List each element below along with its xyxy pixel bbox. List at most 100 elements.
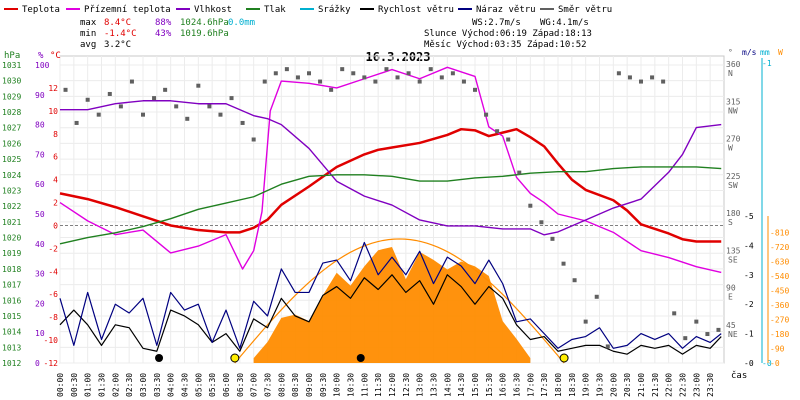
- legend-label: Tlak: [264, 5, 286, 15]
- x-tick-label: 01:00: [84, 373, 93, 397]
- series-line-temperature: [59, 66, 722, 274]
- wind-direction-compass-label: SE: [728, 255, 738, 264]
- temperature-axis-title: °C: [50, 51, 61, 61]
- wind-direction-point: [174, 104, 179, 109]
- x-tick-label: 15:00: [471, 373, 480, 397]
- solar-tick-label: -270: [770, 316, 789, 325]
- wind-direction-compass-label: N: [728, 69, 733, 78]
- x-axis-label: čas: [731, 370, 747, 381]
- wind-direction-point: [141, 112, 145, 117]
- x-tick-label: 16:30: [513, 373, 522, 397]
- wind-gust-info: WG:4.1m/s: [540, 18, 589, 28]
- events-layer: [155, 353, 569, 363]
- wind-direction-point: [395, 75, 400, 80]
- stats-min-label: min: [80, 29, 96, 39]
- wind-speed-tick-label: -4: [744, 241, 754, 250]
- chart-title: 16.3.2023: [365, 50, 430, 64]
- series-line-humidity: [60, 100, 722, 236]
- pressure-tick-label: 1029: [2, 92, 21, 101]
- wind-direction-point: [650, 75, 655, 80]
- legend: Teplota Přízemní teplota Vlhkost Tlak Srážky…: [4, 5, 612, 15]
- moonrise-marker: [155, 354, 164, 362]
- legend-label: Přízemní teplota: [84, 5, 171, 15]
- wind-speed-tick-label: -1: [744, 330, 754, 339]
- legend-label: Vlhkost: [194, 5, 232, 15]
- stats-avg-temp: 3.2°C: [104, 40, 131, 50]
- x-tick-label: 10:30: [347, 373, 356, 397]
- temperature-tick-label: 2: [53, 199, 58, 208]
- temperature-tick-label: -8: [48, 313, 58, 322]
- rain-axis-title: mm: [760, 48, 770, 57]
- humidity-tick-label: 60: [35, 180, 45, 189]
- wind-direction-compass-label: NE: [728, 330, 738, 339]
- wind-direction-compass-label: SW: [728, 181, 738, 190]
- x-tick-label: 12:00: [388, 373, 397, 397]
- humidity-tick-label: 70: [35, 150, 45, 159]
- sunset-marker: [559, 353, 569, 363]
- wind-direction-point: [329, 87, 334, 92]
- wind-direction-point: [384, 67, 389, 72]
- x-tick-label: 22:30: [679, 373, 688, 397]
- solar-tick-label: -540: [770, 272, 789, 281]
- wind-direction-point: [461, 79, 466, 84]
- wind-speed-tick-label: -0: [744, 359, 754, 368]
- stats-max-temp: 8.4°C: [104, 18, 131, 28]
- wind-direction-point: [495, 129, 500, 134]
- legend-label: Náraz větru: [476, 5, 536, 15]
- wind-direction-tick-label: 45: [726, 321, 736, 330]
- solar-tick-label: -450: [770, 287, 789, 296]
- pressure-tick-label: 1024: [2, 171, 21, 180]
- x-tick-label: 13:00: [416, 373, 425, 397]
- x-tick-label: 07:00: [250, 373, 259, 397]
- legend-label: Srážky: [318, 5, 351, 15]
- wind-direction-point: [340, 67, 345, 72]
- wind-direction-point: [307, 71, 311, 76]
- wind-direction-tick-label: 90: [726, 284, 736, 293]
- wind-direction-point: [185, 116, 190, 121]
- temperature-tick-label: -6: [48, 290, 58, 299]
- wind-direction-point: [284, 67, 289, 72]
- pressure-tick-label: 1013: [2, 343, 21, 352]
- wind-direction-point: [63, 87, 68, 92]
- x-tick-label: 18:00: [554, 373, 563, 397]
- solar-axis-title: W: [778, 48, 783, 57]
- humidity-tick-label: 100: [35, 61, 50, 70]
- wind-direction-compass-label: W: [728, 144, 733, 153]
- wind-direction-point: [129, 79, 134, 84]
- wind-direction-point: [428, 67, 433, 72]
- x-tick-label: 07:30: [264, 373, 273, 397]
- temperature-tick-label: -2: [48, 244, 58, 253]
- wind-direction-point: [583, 319, 588, 324]
- stats-max-hum: 88%: [155, 18, 172, 28]
- wind-direction-point: [229, 96, 234, 101]
- x-tick-label: 09:30: [319, 373, 328, 397]
- humidity-tick-label: 90: [35, 91, 45, 100]
- wind-direction-point: [262, 79, 267, 84]
- x-tick-label: 21:30: [651, 373, 660, 397]
- series-line-temperature: [59, 127, 722, 243]
- wind-direction-point: [118, 104, 123, 109]
- wind-direction-point: [716, 327, 721, 332]
- x-tick-label: 23:00: [692, 373, 701, 397]
- wind-direction-point: [506, 137, 511, 142]
- humidity-tick-label: 80: [35, 121, 45, 130]
- x-tick-label: 19:00: [582, 373, 591, 397]
- stats-min-press: 1019.6hPa: [180, 29, 229, 39]
- x-tick-label: 14:00: [443, 373, 452, 397]
- wind-direction-point: [273, 71, 278, 76]
- x-tick-label: 02:30: [125, 373, 134, 397]
- solar-tick-label: -180: [770, 330, 789, 339]
- solar-radiation-area: [253, 247, 531, 363]
- wind-direction-point: [528, 203, 533, 208]
- x-tick-label: 22:00: [665, 373, 674, 397]
- wind-direction-point: [152, 96, 157, 101]
- wind-direction-point: [539, 220, 544, 225]
- pressure-tick-label: 1026: [2, 139, 21, 148]
- pressure-tick-label: 1020: [2, 234, 21, 243]
- pressure-tick-label: 1022: [2, 202, 21, 211]
- x-tick-label: 06:30: [236, 373, 245, 397]
- x-tick-label: 11:00: [360, 373, 369, 397]
- series-line-wind_speed: [59, 274, 722, 355]
- wind-direction-point: [107, 91, 112, 96]
